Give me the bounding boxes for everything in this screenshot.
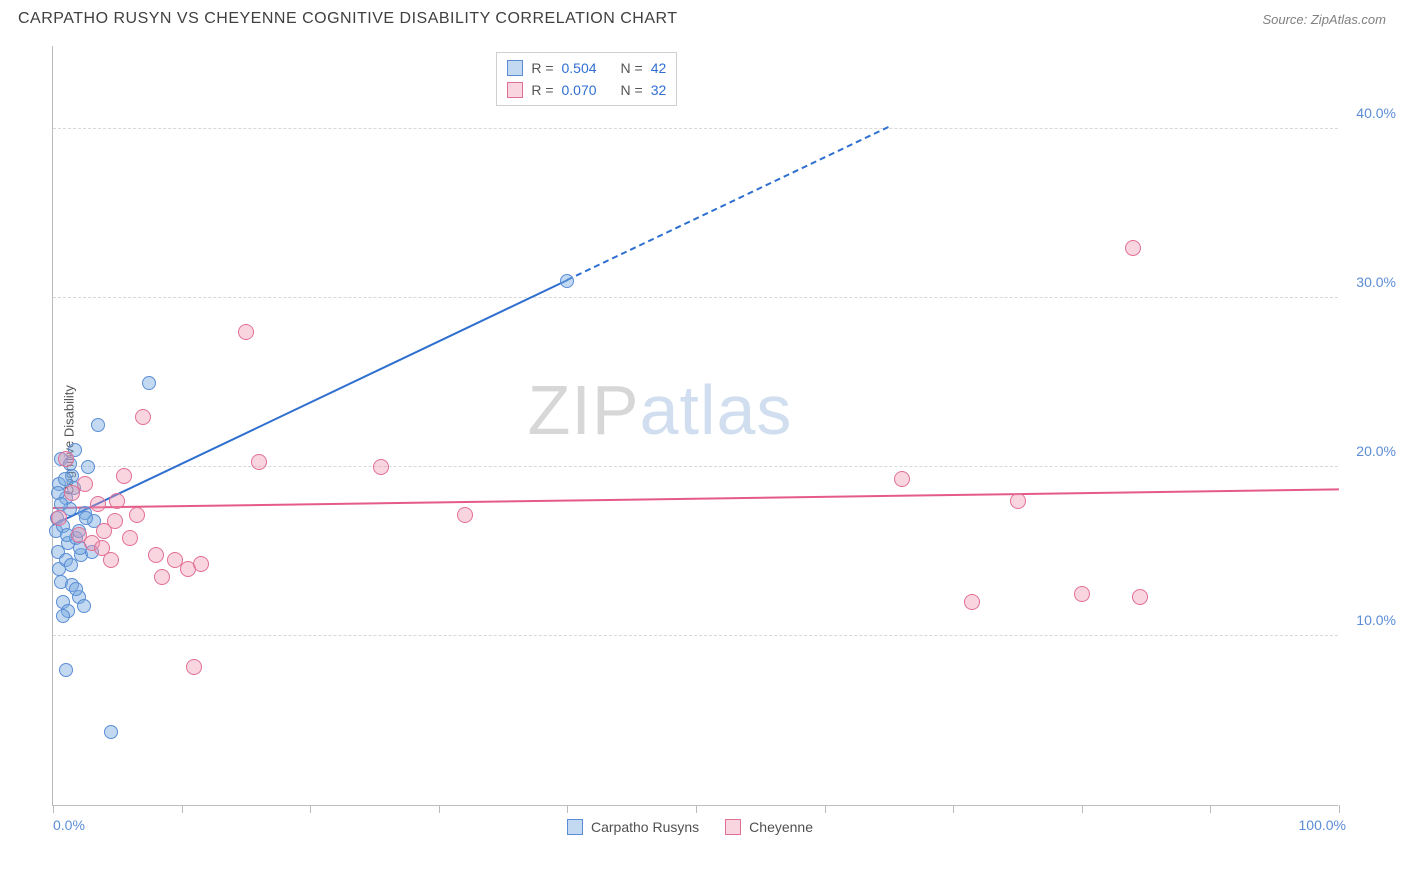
data-point-cheyenne [193,556,209,572]
data-point-carpatho [560,274,574,288]
x-tick [567,805,568,813]
data-point-carpatho [59,663,73,677]
data-point-cheyenne [186,659,202,675]
data-point-cheyenne [58,451,74,467]
data-point-cheyenne [135,409,151,425]
x-tick [182,805,183,813]
data-point-cheyenne [94,540,110,556]
series-legend: Carpatho Rusyns Cheyenne [567,819,813,835]
y-tick-label: 10.0% [1356,612,1396,628]
trend-line [53,489,1339,510]
data-point-carpatho [91,418,105,432]
data-point-cheyenne [1132,589,1148,605]
data-point-cheyenne [129,507,145,523]
data-point-carpatho [142,376,156,390]
x-tick [1339,805,1340,813]
data-point-cheyenne [894,471,910,487]
data-point-cheyenne [1010,493,1026,509]
swatch-cheyenne-icon [507,82,523,98]
data-point-carpatho [79,511,93,525]
gridline [53,297,1338,298]
data-point-cheyenne [238,324,254,340]
swatch-cheyenne-icon [725,819,741,835]
x-tick-label: 100.0% [1299,817,1346,833]
chart-title: CARPATHO RUSYN VS CHEYENNE COGNITIVE DIS… [18,10,678,28]
data-point-cheyenne [373,459,389,475]
data-point-cheyenne [51,510,67,526]
legend-item-cheyenne: Cheyenne [725,819,813,835]
x-tick [825,805,826,813]
data-point-cheyenne [109,493,125,509]
trend-line [53,280,568,527]
legend-item-carpatho: Carpatho Rusyns [567,819,699,835]
data-point-cheyenne [964,594,980,610]
stats-legend-box: R =0.504N =42R =0.070N =32 [496,52,677,106]
data-point-carpatho [64,558,78,572]
watermark: ZIPatlas [528,370,793,450]
x-tick-label: 0.0% [53,817,85,833]
data-point-carpatho [104,725,118,739]
data-point-cheyenne [457,507,473,523]
data-point-cheyenne [122,530,138,546]
x-tick [953,805,954,813]
x-tick [310,805,311,813]
x-tick [1082,805,1083,813]
swatch-carpatho-icon [507,60,523,76]
data-point-carpatho [69,582,83,596]
data-point-carpatho [81,460,95,474]
data-point-cheyenne [251,454,267,470]
trend-line-extended [567,126,889,281]
gridline [53,128,1338,129]
data-point-cheyenne [90,496,106,512]
stats-row-carpatho: R =0.504N =42 [507,57,666,79]
data-point-cheyenne [1125,240,1141,256]
stats-row-cheyenne: R =0.070N =32 [507,79,666,101]
x-tick [53,805,54,813]
data-point-carpatho [77,599,91,613]
source-attribution: Source: ZipAtlas.com [1262,12,1386,27]
chart-container: Cognitive Disability ZIPatlas R =0.504N … [18,40,1388,840]
gridline [53,466,1338,467]
y-tick-label: 30.0% [1356,274,1396,290]
data-point-cheyenne [107,513,123,529]
x-tick [696,805,697,813]
gridline [53,635,1338,636]
data-point-carpatho [56,609,70,623]
x-tick [439,805,440,813]
plot-area: ZIPatlas R =0.504N =42R =0.070N =32 Carp… [52,46,1338,806]
y-tick-label: 40.0% [1356,105,1396,121]
x-tick [1210,805,1211,813]
y-tick-label: 20.0% [1356,443,1396,459]
data-point-cheyenne [154,569,170,585]
data-point-cheyenne [77,476,93,492]
data-point-cheyenne [1074,586,1090,602]
data-point-cheyenne [148,547,164,563]
data-point-cheyenne [116,468,132,484]
swatch-carpatho-icon [567,819,583,835]
